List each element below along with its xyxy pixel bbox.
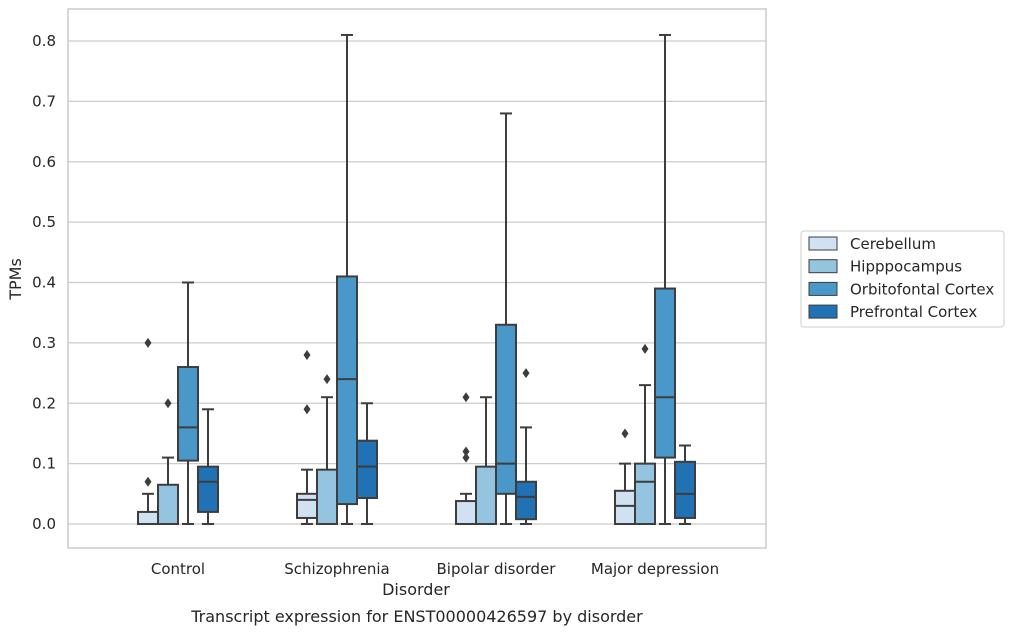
- box-0-0: [137, 337, 159, 525]
- box-2-2: [495, 112, 517, 525]
- outlier-point: [323, 374, 331, 385]
- box-body: [495, 323, 517, 495]
- x-tick-label: Control: [151, 560, 205, 578]
- box-body: [475, 465, 497, 525]
- outlier-point: [462, 446, 470, 457]
- legend-swatch: [808, 236, 838, 251]
- legend: Cerebellum Hipppocampus Orbitofontal Corte…: [800, 230, 1005, 328]
- outlier-point: [462, 392, 470, 403]
- box-body: [296, 492, 318, 519]
- x-tick-label: Bipolar disorder: [437, 560, 557, 578]
- outlier-point: [641, 343, 649, 354]
- box-2-3: [654, 33, 676, 525]
- legend-swatch: [808, 281, 838, 296]
- box-1-2: [475, 396, 497, 525]
- outlier-point: [303, 404, 311, 415]
- box-3-1: [356, 402, 378, 525]
- box-body: [137, 510, 159, 525]
- outlier-point: [462, 452, 470, 463]
- box-3-0: [197, 408, 219, 525]
- box-body: [177, 366, 199, 462]
- box-0-3: [614, 428, 636, 526]
- box-0-1: [296, 349, 318, 525]
- box-1-0: [157, 398, 179, 526]
- x-tick-label: Major depression: [591, 560, 719, 578]
- box-body: [634, 462, 656, 525]
- box-body: [197, 465, 219, 513]
- box-body: [674, 460, 696, 519]
- outlier-point: [522, 368, 530, 379]
- y-tick-label: 0.5: [32, 213, 56, 231]
- legend-swatch: [808, 304, 838, 319]
- legend-swatch: [808, 259, 838, 274]
- x-axis-ticks: Control Schizophrenia Bipolar disorder Majo…: [151, 560, 719, 578]
- y-tick-label: 0.6: [32, 153, 56, 171]
- box-body: [356, 439, 378, 500]
- y-tick-label: 0.3: [32, 334, 56, 352]
- y-tick-label: 0.8: [32, 32, 56, 50]
- outlier-point: [303, 349, 311, 360]
- y-axis-ticks: 0.0 0.1 0.2 0.3 0.4 0.5 0.6 0.7 0.8: [32, 32, 56, 533]
- box-3-2: [515, 368, 537, 525]
- y-axis-title: TPMs: [6, 258, 25, 301]
- x-axis-title: Disorder: [382, 580, 450, 599]
- legend-label: Hipppocampus: [850, 258, 962, 276]
- box-body: [316, 468, 338, 526]
- box-body: [336, 275, 358, 506]
- legend-label: Prefrontal Cortex: [850, 303, 977, 321]
- outlier-point: [144, 476, 152, 487]
- box-2-1: [336, 33, 358, 525]
- box-body: [455, 500, 477, 525]
- box-body: [515, 480, 537, 521]
- y-tick-label: 0.2: [32, 394, 56, 412]
- legend-frame: [800, 230, 1005, 328]
- boxes: [137, 33, 696, 526]
- y-tick-label: 0.1: [32, 455, 56, 473]
- y-tick-label: 0.7: [32, 92, 56, 110]
- box-body: [157, 483, 179, 526]
- legend-label: Orbitofontal Cortex: [850, 280, 994, 298]
- chart-caption: Transcript expression for ENST0000042659…: [190, 607, 643, 626]
- box-1-3: [634, 343, 656, 525]
- x-tick-label: Schizophrenia: [284, 560, 389, 578]
- box-3-3: [674, 444, 696, 525]
- box-body: [614, 489, 636, 526]
- plot-frame: [67, 8, 767, 549]
- y-tick-label: 0.0: [32, 515, 56, 533]
- box-body: [654, 287, 676, 459]
- outlier-point: [621, 428, 629, 439]
- y-tick-label: 0.4: [32, 274, 56, 292]
- outlier-point: [164, 398, 172, 409]
- legend-label: Cerebellum: [850, 235, 936, 253]
- box-2-0: [177, 281, 199, 525]
- outlier-point: [144, 337, 152, 348]
